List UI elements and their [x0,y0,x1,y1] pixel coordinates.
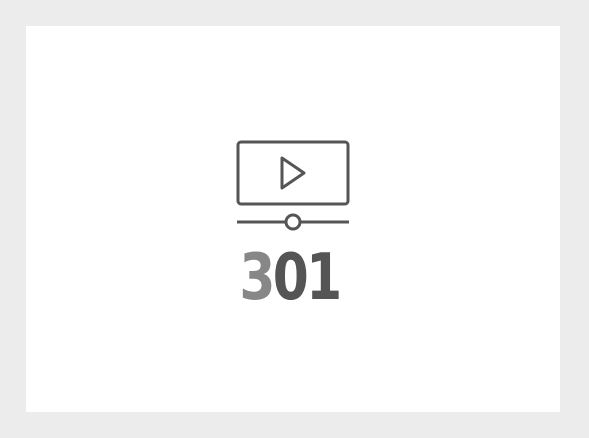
status-code-digit-2: 0 [272,241,309,315]
status-code-digit-3: 1 [306,241,342,315]
progress-knob [284,213,302,231]
screen-frame [236,140,350,206]
video-player-icon [236,140,350,231]
play-icon [280,156,306,190]
status-code-digit-1: 3 [239,241,275,315]
